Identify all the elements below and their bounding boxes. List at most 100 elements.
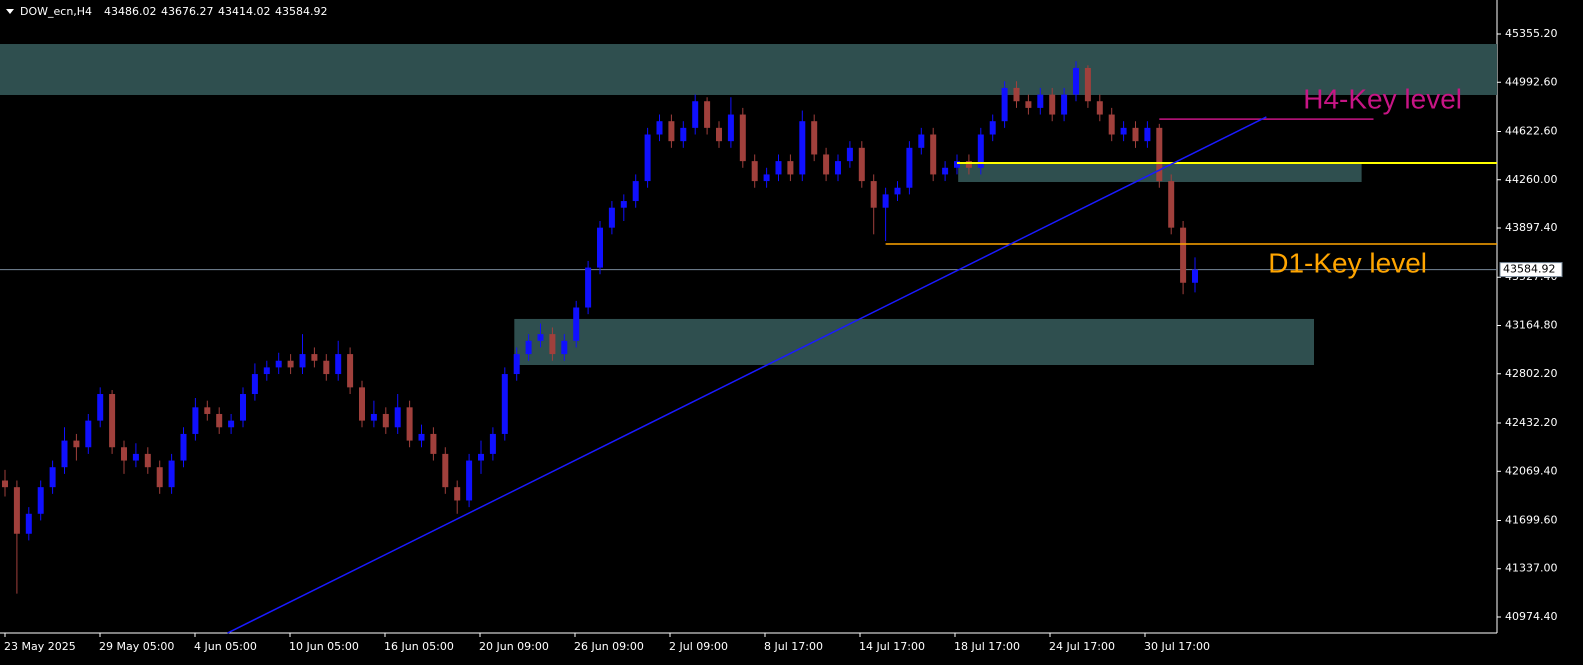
candle-body xyxy=(751,161,758,182)
candle-body xyxy=(894,187,901,195)
y-tick-label: 42069.40 xyxy=(1505,464,1558,477)
candle-body xyxy=(1144,127,1151,142)
candle-body xyxy=(597,227,603,268)
candle-body xyxy=(192,407,199,434)
candle-body xyxy=(573,307,580,341)
ohlc-value: 43584.92 xyxy=(275,5,328,18)
candle-body xyxy=(73,440,80,448)
candle-body xyxy=(1025,101,1032,108)
candle-body xyxy=(25,513,32,534)
candle-body xyxy=(228,420,235,428)
zone xyxy=(0,44,1497,95)
candle-body xyxy=(727,114,734,142)
candle-body xyxy=(478,453,484,461)
candle-body xyxy=(418,433,425,441)
candle-body xyxy=(549,334,556,355)
candle-body xyxy=(275,360,282,368)
candle-body xyxy=(585,267,592,308)
candle-body xyxy=(442,453,449,488)
x-tick-label: 8 Jul 17:00 xyxy=(764,640,823,653)
candle-body xyxy=(85,420,92,448)
x-tick-label: 20 Jun 09:00 xyxy=(479,640,549,653)
x-tick-label: 10 Jun 05:00 xyxy=(289,640,359,653)
price-tag xyxy=(1499,262,1563,278)
ohlc-value: 43414.02 xyxy=(218,5,271,18)
candle-body xyxy=(930,134,937,175)
candle-body xyxy=(1192,269,1198,283)
candle-body xyxy=(156,467,163,488)
y-tick-label: 44260.00 xyxy=(1505,173,1558,186)
candle-body xyxy=(704,101,711,128)
x-tick-label: 23 May 2025 xyxy=(4,640,76,653)
candle-body xyxy=(537,334,544,341)
candle-body xyxy=(525,340,532,355)
candle-body xyxy=(835,161,841,175)
candle-body xyxy=(132,453,139,461)
candle-body xyxy=(97,394,104,421)
candle-body xyxy=(561,340,568,355)
candle-body xyxy=(977,134,984,168)
candle-body xyxy=(906,147,913,188)
candle-body xyxy=(799,121,806,175)
x-tick-label: 2 Jul 09:00 xyxy=(669,640,728,653)
candle-body xyxy=(811,121,818,155)
candle-body xyxy=(858,147,865,182)
x-tick-label: 30 Jul 17:00 xyxy=(1144,640,1210,653)
candle-body xyxy=(1037,94,1044,108)
symbol: DOW_ecn,H4 xyxy=(20,5,92,18)
price-tag-label: 43584.92 xyxy=(1503,263,1556,276)
menu-triangle[interactable] xyxy=(6,9,14,14)
candle-body xyxy=(2,480,8,488)
level-label: D1-Key level xyxy=(1268,247,1427,278)
candle-body xyxy=(287,360,294,368)
candle-body xyxy=(323,360,330,375)
y-tick-label: 44622.60 xyxy=(1505,124,1558,137)
y-tick-label: 43897.40 xyxy=(1505,221,1558,234)
candle-body xyxy=(1073,67,1079,95)
candle-body xyxy=(370,413,377,421)
ohlc-value: 43486.02 xyxy=(104,5,157,18)
candle-body xyxy=(1156,127,1163,182)
candle-body xyxy=(680,127,687,142)
candle-body xyxy=(620,201,627,208)
candle-body xyxy=(823,154,830,175)
ohlc-value: 43676.27 xyxy=(161,5,214,18)
candle-body xyxy=(168,460,175,488)
candle-body xyxy=(489,433,496,454)
candle-body xyxy=(121,447,127,461)
candle-body xyxy=(1120,127,1127,135)
candle-body xyxy=(763,174,770,182)
candle-body xyxy=(1132,127,1139,142)
y-tick-label: 42802.20 xyxy=(1505,367,1558,380)
candle-body xyxy=(180,433,187,461)
candle-body xyxy=(49,467,56,488)
candle-body xyxy=(311,354,318,361)
candle-body xyxy=(335,354,342,375)
x-tick-label: 26 Jun 09:00 xyxy=(574,640,644,653)
candle-body xyxy=(1108,114,1115,135)
candle-body xyxy=(989,121,996,135)
candle-body xyxy=(965,161,972,168)
level-label: H4-Key level xyxy=(1303,83,1462,114)
candle-body xyxy=(513,354,520,375)
candle-body xyxy=(1096,101,1103,115)
candle-body xyxy=(716,127,722,142)
candle-body xyxy=(61,440,68,468)
candle-body xyxy=(692,101,699,128)
candle-body xyxy=(204,407,211,414)
y-tick-label: 45355.20 xyxy=(1505,27,1558,40)
candle-body xyxy=(251,374,258,395)
candle-body xyxy=(882,194,889,208)
candle-body xyxy=(942,167,949,175)
y-tick-label: 40974.40 xyxy=(1505,610,1558,623)
candle-body xyxy=(454,487,461,501)
candle-body xyxy=(656,121,663,135)
candle-body xyxy=(394,407,401,428)
candle-body xyxy=(668,121,675,142)
candle-body xyxy=(216,413,223,428)
candle-body xyxy=(263,367,270,375)
candle-body xyxy=(1001,87,1008,122)
y-tick-label: 41699.60 xyxy=(1505,513,1558,526)
trendline xyxy=(227,116,1267,634)
